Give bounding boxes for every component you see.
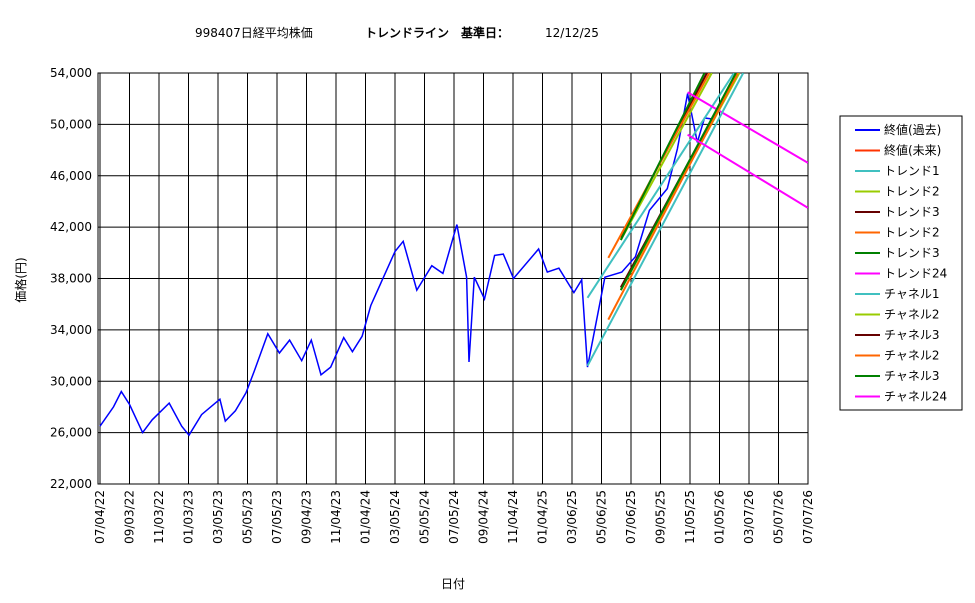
x-tick-label: 05/05/23 [241, 490, 255, 544]
x-tick-label: 01/05/26 [713, 490, 727, 544]
legend-label: トレンド2 [884, 185, 940, 199]
chart-title: 12/12/25 [545, 26, 599, 40]
series-line [619, 73, 737, 291]
x-tick-label: 03/05/24 [388, 490, 402, 544]
x-tick-label: 09/03/22 [123, 490, 137, 544]
x-tick-label: 07/05/23 [270, 490, 284, 544]
x-tick-label: 03/06/25 [565, 490, 579, 544]
x-tick-label: 07/07/26 [801, 490, 815, 544]
legend-label: トレンド2 [884, 226, 940, 240]
legend-label: トレンド3 [884, 205, 940, 219]
y-tick-label: 22,000 [50, 477, 92, 491]
y-tick-label: 42,000 [50, 220, 92, 234]
legend-label: チャネル24 [884, 390, 947, 404]
x-tick-label: 01/04/24 [359, 490, 373, 544]
x-tick-label: 01/04/25 [536, 490, 550, 544]
series-line [619, 73, 713, 241]
plot-lines [99, 73, 808, 437]
x-tick-label: 09/04/23 [300, 490, 314, 544]
x-tick-label: 07/06/25 [624, 490, 638, 544]
x-tick-label: 11/03/22 [152, 490, 166, 544]
legend-label: チャネル3 [884, 369, 940, 383]
y-tick-label: 50,000 [50, 117, 92, 131]
x-tick-label: 07/04/22 [93, 490, 107, 544]
y-tick-label: 34,000 [50, 323, 92, 337]
series-line [687, 133, 808, 209]
y-tick-label: 30,000 [50, 374, 92, 388]
x-tick-label: 01/03/23 [182, 490, 196, 544]
legend-label: 終値(未来) [884, 143, 941, 158]
series-line [99, 93, 715, 437]
legend-label: トレンド3 [884, 246, 940, 260]
y-tick-label: 26,000 [50, 426, 92, 440]
x-tick-label: 07/05/24 [447, 490, 461, 544]
y-axis-label: 価格(円) [13, 257, 28, 302]
x-tick-label: 09/04/24 [477, 490, 491, 544]
series-line [607, 73, 739, 321]
legend-label: チャネル3 [884, 328, 940, 342]
legend-label: チャネル2 [884, 349, 940, 363]
x-axis-label: 日付 [441, 577, 465, 591]
x-tick-label: 11/05/25 [683, 490, 697, 544]
legend-label: 終値(過去) [884, 122, 941, 137]
y-tick-label: 38,000 [50, 272, 92, 286]
legend-label: トレンド24 [884, 267, 947, 281]
chart-title: 998407日経平均株価 [195, 25, 313, 40]
y-tick-label: 54,000 [50, 66, 92, 80]
x-tick-label: 11/04/24 [506, 490, 520, 544]
x-tick-label: 05/05/24 [418, 490, 432, 544]
series-line [586, 73, 745, 367]
x-tick-label: 03/07/26 [742, 490, 756, 544]
x-tick-label: 09/05/25 [654, 490, 668, 544]
x-tick-label: 05/07/26 [772, 490, 786, 544]
legend-label: チャネル1 [884, 287, 940, 301]
y-tick-label: 46,000 [50, 169, 92, 183]
legend-label: チャネル2 [884, 308, 940, 322]
x-tick-label: 05/06/25 [595, 490, 609, 544]
series-line [619, 73, 706, 241]
legend-label: トレンド1 [884, 164, 940, 178]
x-tick-label: 03/05/23 [211, 490, 225, 544]
x-tick-label: 11/04/23 [329, 490, 343, 544]
series-line [586, 73, 735, 299]
series-line [687, 91, 808, 164]
chart-title: トレンドライン 基準日： [365, 25, 509, 40]
legend [839, 115, 963, 411]
